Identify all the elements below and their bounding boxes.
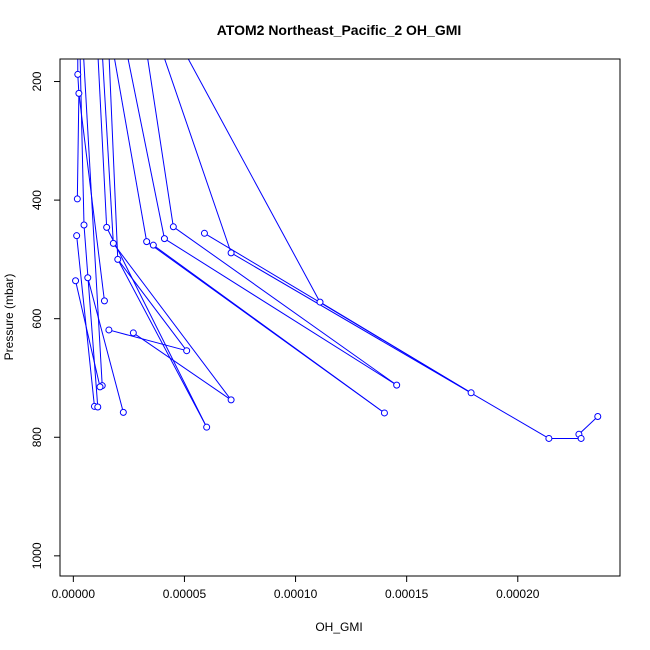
data-point xyxy=(80,221,88,229)
series-segment xyxy=(164,238,397,386)
series-segment xyxy=(147,59,174,227)
series-segment xyxy=(108,59,119,260)
series-segment xyxy=(102,59,114,244)
x-tick-label: 0.00000 xyxy=(52,587,96,601)
data-point xyxy=(577,434,585,442)
data-point xyxy=(73,195,81,203)
x-axis-label: OH_GMI xyxy=(315,620,362,634)
series-segment xyxy=(578,416,599,435)
data-point xyxy=(103,223,111,231)
series-segment xyxy=(114,59,148,242)
series-segment xyxy=(108,329,187,352)
data-point xyxy=(183,347,191,355)
series-segment xyxy=(83,224,99,408)
data-lines xyxy=(75,59,599,439)
data-point xyxy=(100,297,108,305)
series-segment xyxy=(117,259,208,428)
data-point xyxy=(545,434,553,442)
series-segment xyxy=(87,277,124,413)
plot-frame xyxy=(59,58,621,577)
data-point xyxy=(227,396,235,404)
y-tick-label: 800 xyxy=(30,427,44,447)
data-point xyxy=(200,229,208,237)
series-segment xyxy=(230,252,550,439)
y-axis: 200 400 600 800 1000 xyxy=(30,71,61,569)
series-segment xyxy=(133,332,232,401)
series-segment xyxy=(164,59,232,254)
plot-area xyxy=(59,58,621,577)
series-segment xyxy=(106,227,208,428)
x-tick-label: 0.00015 xyxy=(385,587,429,601)
series-segment xyxy=(146,241,385,414)
y-tick-label: 600 xyxy=(30,308,44,328)
data-point xyxy=(129,329,137,337)
data-point xyxy=(316,298,324,306)
series-segment xyxy=(76,93,80,199)
y-axis-label: Pressure (mbar) xyxy=(2,274,16,361)
series-segment xyxy=(187,59,321,303)
data-point xyxy=(109,239,117,247)
data-point xyxy=(169,223,177,231)
series-segment xyxy=(117,259,188,352)
data-point xyxy=(380,409,388,417)
data-point xyxy=(105,326,113,334)
x-axis: 0.00000 0.00005 0.00010 0.00015 0.00020 xyxy=(52,575,540,601)
y-tick-label: 200 xyxy=(30,71,44,91)
data-point xyxy=(467,389,475,397)
data-point xyxy=(114,255,122,263)
data-point xyxy=(149,241,157,249)
data-point xyxy=(94,403,102,411)
data-point xyxy=(73,232,81,240)
x-tick-label: 0.00010 xyxy=(274,587,318,601)
data-point xyxy=(75,89,83,97)
data-point xyxy=(227,249,235,257)
data-point xyxy=(203,423,211,431)
y-tick-label: 1000 xyxy=(30,542,44,569)
series-segment xyxy=(127,59,165,239)
x-tick-label: 0.00020 xyxy=(496,587,540,601)
data-markers xyxy=(72,70,602,442)
series-segment xyxy=(112,243,232,401)
data-point xyxy=(393,381,401,389)
data-point xyxy=(96,383,104,391)
data-point xyxy=(143,238,151,246)
series-segment xyxy=(76,235,95,407)
series-segment xyxy=(83,59,103,386)
series-segment xyxy=(75,280,101,387)
data-point xyxy=(160,235,168,243)
series-segment xyxy=(79,59,85,226)
x-tick-label: 0.00005 xyxy=(163,587,207,601)
data-point xyxy=(72,277,80,285)
series-segment xyxy=(173,226,397,386)
series-segment xyxy=(97,59,108,228)
data-point xyxy=(84,274,92,282)
data-point xyxy=(594,413,602,421)
data-point xyxy=(74,70,82,78)
data-point xyxy=(119,408,127,416)
series-segment xyxy=(319,301,472,394)
y-tick-label: 400 xyxy=(30,190,44,210)
chart-title: ATOM2 Northeast_Pacific_2 OH_GMI xyxy=(217,22,462,38)
